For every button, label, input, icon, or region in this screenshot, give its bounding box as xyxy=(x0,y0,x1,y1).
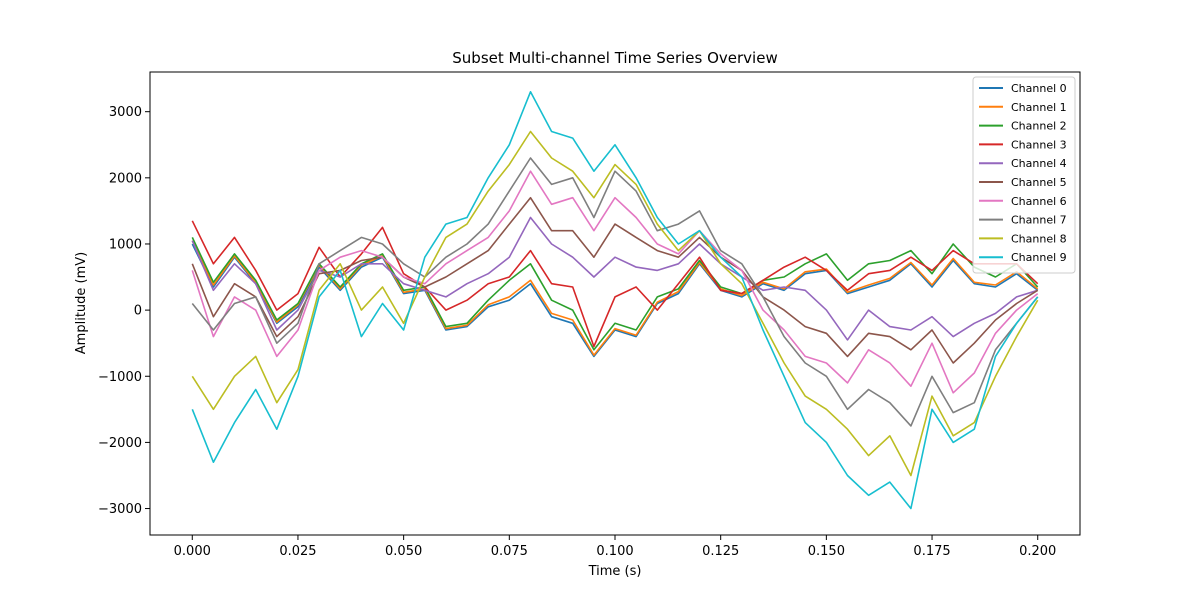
legend-label-channel-1: Channel 1 xyxy=(1011,101,1067,114)
x-tick-label: 0.200 xyxy=(1019,544,1056,559)
legend-label-channel-6: Channel 6 xyxy=(1011,195,1067,208)
series-line-channel-7 xyxy=(191,157,1039,427)
legend-label-channel-3: Channel 3 xyxy=(1011,138,1067,151)
y-tick-label: −1000 xyxy=(98,370,142,385)
series-line-channel-8 xyxy=(191,130,1039,477)
series-line-channel-6 xyxy=(191,170,1039,394)
y-axis-label: Amplitude (mV) xyxy=(74,252,89,354)
series-line-channel-1 xyxy=(191,240,1039,356)
y-tick-label: 2000 xyxy=(109,171,142,186)
series-line-channel-9 xyxy=(191,91,1039,510)
legend-label-channel-8: Channel 8 xyxy=(1011,232,1067,245)
legend-label-channel-7: Channel 7 xyxy=(1011,214,1067,227)
y-tick-label: 0 xyxy=(134,304,142,319)
series-line-channel-4 xyxy=(191,216,1038,341)
x-axis: 0.000 0.025 0.050 0.075 0.100 0.125 0.150 0.175… xyxy=(174,535,1056,559)
legend-label-channel-2: Channel 2 xyxy=(1011,120,1067,133)
x-tick-label: 0.050 xyxy=(385,544,422,559)
legend-label-channel-5: Channel 5 xyxy=(1011,176,1067,189)
plot-area-series xyxy=(191,91,1039,510)
y-tick-label: 3000 xyxy=(109,105,142,120)
y-tick-label: −2000 xyxy=(98,436,142,451)
x-tick-label: 0.025 xyxy=(279,544,316,559)
legend-label-channel-0: Channel 0 xyxy=(1011,82,1067,95)
x-tick-label: 0.150 xyxy=(808,544,845,559)
y-tick-label: 1000 xyxy=(109,237,142,252)
chart-title: Subset Multi-channel Time Series Overvie… xyxy=(452,49,777,67)
series-line-channel-0 xyxy=(191,243,1039,358)
x-tick-label: 0.000 xyxy=(174,544,211,559)
x-axis-label: Time (s) xyxy=(588,564,642,579)
y-axis: −3000 −2000 −1000 0 1000 2000 3000 xyxy=(98,105,150,517)
legend-label-channel-9: Channel 9 xyxy=(1011,251,1067,264)
chart-legend: Channel 0 Channel 1 Channel 2 Channel 3 Chan… xyxy=(972,76,1076,274)
series-line-channel-3 xyxy=(191,220,1039,348)
x-tick-label: 0.175 xyxy=(913,544,950,559)
legend-label-channel-4: Channel 4 xyxy=(1011,157,1067,170)
x-tick-label: 0.100 xyxy=(596,544,633,559)
x-tick-label: 0.125 xyxy=(702,544,739,559)
x-tick-label: 0.075 xyxy=(491,544,528,559)
y-tick-label: −3000 xyxy=(98,502,142,517)
